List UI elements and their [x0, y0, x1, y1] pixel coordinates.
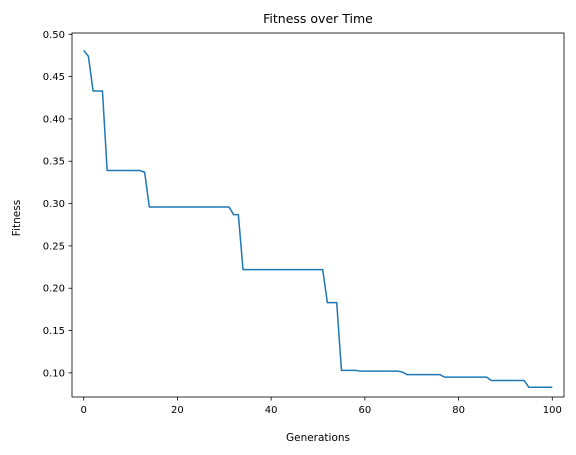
y-axis-label: Fitness	[11, 200, 23, 236]
x-tick-label: 40	[265, 405, 278, 416]
plot-area-frame	[71, 32, 565, 398]
y-tick-label: 0.20	[43, 284, 65, 295]
y-tick-label: 0.35	[43, 157, 65, 168]
y-tick-label: 0.30	[43, 199, 65, 210]
y-tick-label: 0.15	[43, 326, 65, 337]
x-axis-label: Generations	[286, 432, 350, 444]
x-tick-label: 20	[171, 405, 184, 416]
x-axis: 0 20 40 60 80 100	[81, 397, 562, 416]
x-tick-label: 80	[452, 405, 465, 416]
x-tick-label: 0	[81, 405, 87, 416]
y-tick-label: 0.40	[43, 114, 65, 125]
y-tick-label: 0.25	[43, 241, 65, 252]
y-axis: 0.10 0.15 0.20 0.25 0.30 0.35 0.40 0.45 0.50	[43, 30, 72, 379]
y-tick-label: 0.50	[43, 30, 65, 41]
fitness-series-line	[83, 49, 553, 389]
y-tick-label: 0.10	[43, 368, 65, 379]
y-tick-label: 0.45	[43, 72, 65, 83]
x-tick-label: 60	[358, 405, 371, 416]
x-tick-label: 100	[543, 405, 562, 416]
chart-title: Fitness over Time	[263, 11, 373, 26]
